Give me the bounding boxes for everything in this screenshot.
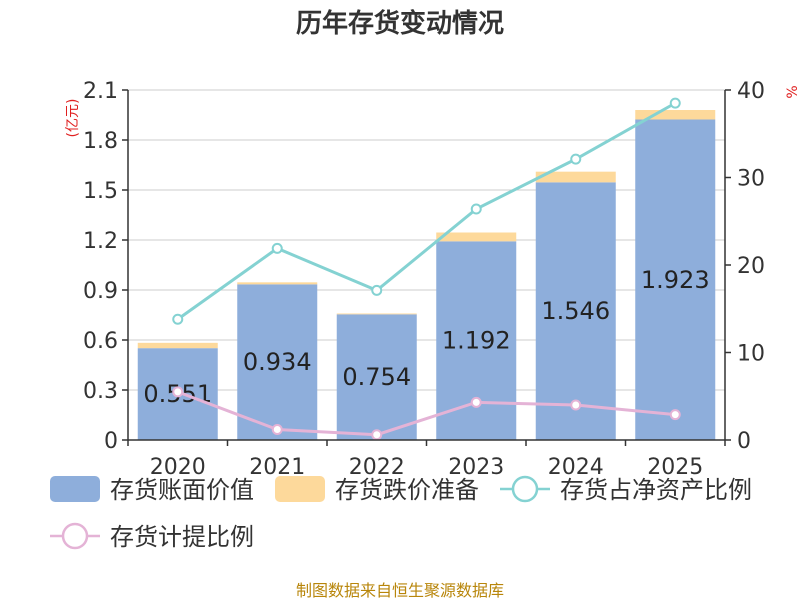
- y-right-tick-label: 40: [737, 79, 765, 104]
- line-point: [271, 242, 283, 254]
- line-point: [669, 97, 681, 109]
- gridlines: [128, 89, 725, 441]
- y-axis-left-label: (亿元): [65, 99, 81, 138]
- y-left-tick-label: 2.1: [83, 79, 118, 104]
- bar-book-value: [336, 314, 417, 440]
- legend-swatch: [50, 476, 100, 502]
- bar-impairment: [336, 313, 417, 315]
- line-point: [271, 424, 283, 435]
- x-tick-label: 2025: [647, 455, 703, 480]
- y-left-tick-label: 0.6: [83, 329, 118, 354]
- bar-book-value: [237, 284, 318, 440]
- line-series-2: [176, 101, 676, 321]
- x-tick-label: 2021: [249, 455, 305, 480]
- line-point: [172, 313, 184, 325]
- bar-data-label: 1.923: [641, 266, 710, 294]
- legend-label: 存货计提比例: [110, 523, 254, 551]
- lines-group: [172, 97, 681, 441]
- x-tick-label: 2022: [349, 455, 405, 480]
- line-point: [371, 284, 383, 296]
- chart-title: 历年存货变动情况: [296, 8, 504, 39]
- x-tick-label: 2024: [548, 455, 604, 480]
- bar-data-label: 1.192: [442, 327, 511, 355]
- bar-impairment: [535, 171, 616, 183]
- legend-swatch: [275, 476, 325, 502]
- y-right-tick-label: 30: [737, 167, 765, 192]
- y-right-tick-label: 10: [737, 342, 765, 367]
- y-left-tick-label: 1.5: [83, 179, 118, 204]
- line-point: [570, 153, 582, 165]
- y-right-tick-label: 0: [737, 429, 751, 454]
- x-tick-label: 2023: [448, 455, 504, 480]
- y-left-tick-label: 1.8: [83, 129, 118, 154]
- line-point: [470, 396, 482, 408]
- bar-data-label: 0.934: [243, 348, 312, 376]
- y-right-tick-label: 20: [737, 254, 765, 279]
- bar-data-label: 1.546: [541, 297, 610, 325]
- y-left-tick-label: 1.2: [83, 229, 118, 254]
- axes-group: 0 0.3 0.6 0.9 1.2 1.5 1.8 2.1 0 10 20 30 40 2020 2021 2…: [83, 79, 765, 480]
- line-point: [570, 399, 582, 411]
- y-left-tick-label: 0.3: [83, 379, 118, 404]
- legend-marker: [511, 475, 539, 503]
- x-tick-label: 2020: [150, 455, 206, 480]
- y-axis-right-label: %: [785, 85, 800, 98]
- y-left-tick-label: 0.9: [83, 279, 118, 304]
- line-point: [172, 386, 184, 398]
- bar-impairment: [237, 282, 318, 285]
- line-series-3: [177, 390, 676, 437]
- legend-marker: [61, 522, 89, 550]
- line-point: [371, 429, 383, 441]
- bar-book-value: [635, 119, 716, 440]
- legend-label: 存货跌价准备: [335, 476, 479, 504]
- bar-book-value: [535, 182, 616, 441]
- legend-label: 存货占净资产比例: [560, 476, 752, 504]
- bar-impairment: [137, 342, 218, 349]
- y-left-tick-label: 0: [104, 429, 118, 454]
- bar-impairment: [635, 110, 716, 120]
- legend-label: 存货账面价值: [110, 476, 254, 504]
- line-point: [470, 203, 482, 215]
- footer-source: 制图数据来自恒生聚源数据库: [296, 581, 504, 600]
- bar-impairment: [436, 232, 517, 242]
- line-point: [669, 409, 681, 421]
- bar-data-label: 0.754: [342, 363, 411, 391]
